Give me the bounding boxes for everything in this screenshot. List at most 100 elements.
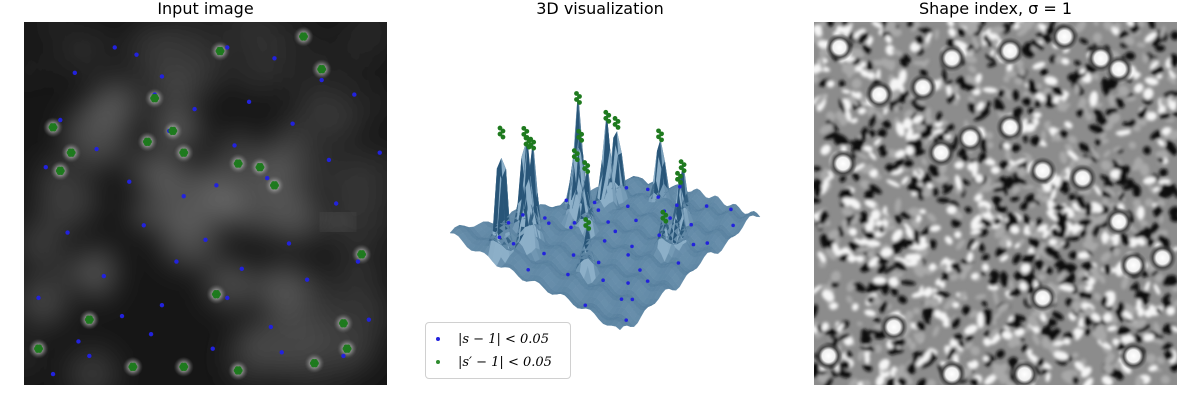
- legend-marker-green: [436, 360, 440, 364]
- legend-label-blue: |s − 1| < 0.05: [458, 331, 549, 347]
- shape-index-spot-0: [825, 33, 854, 62]
- surface-blue-point-17: [630, 244, 634, 249]
- surface-blue-point-5: [624, 185, 629, 190]
- shape-index-spot-11: [1028, 156, 1057, 185]
- blue-point-35: [290, 121, 295, 126]
- surface-blue-point-18: [668, 216, 672, 220]
- green-point-19: [179, 362, 189, 372]
- shape-index-spot-7: [1104, 55, 1133, 84]
- shape-index-spot-4: [996, 37, 1025, 66]
- surface-blue-point-45: [547, 221, 551, 225]
- surface-blue-point-39: [626, 253, 630, 257]
- surface-blue-point-4: [592, 200, 597, 205]
- surface-blue-point-6: [497, 235, 502, 240]
- blue-point-20: [36, 295, 41, 301]
- green-point-10: [55, 166, 65, 176]
- legend-item-blue: |s − 1| < 0.05: [436, 329, 549, 349]
- shape-index-spot-15: [1028, 283, 1057, 312]
- shape-index-spot-18: [1010, 360, 1039, 385]
- shape-index-spot-9: [956, 124, 985, 153]
- blue-point-8: [232, 143, 237, 148]
- blue-point-40: [326, 157, 332, 163]
- surface-blue-point-28: [676, 261, 681, 265]
- blue-point-12: [181, 194, 186, 199]
- blue-point-29: [268, 324, 274, 330]
- surface-green-point-5: [571, 148, 580, 163]
- blue-point-18: [286, 241, 292, 246]
- blue-point-41: [58, 117, 63, 123]
- surface-green-point-4: [582, 160, 591, 174]
- blue-point-6: [72, 70, 78, 76]
- surface-blue-point-26: [619, 297, 624, 301]
- blue-point-23: [225, 295, 230, 301]
- green-point-14: [357, 250, 367, 259]
- surface-blue-point-15: [566, 272, 570, 277]
- surface-blue-point-12: [602, 239, 607, 243]
- green-point-8: [179, 148, 189, 157]
- surface-blue-point-36: [729, 207, 733, 212]
- blue-point-32: [192, 106, 197, 112]
- shape-index-spot-22: [1104, 207, 1133, 236]
- shape-index-spot-17: [937, 360, 966, 385]
- surface-blue-point-44: [613, 229, 618, 234]
- surface-blue-point-43: [705, 241, 710, 245]
- input-image-canvas: [24, 22, 387, 385]
- input-image-title: Input image: [157, 0, 254, 18]
- blue-point-3: [225, 45, 230, 50]
- blue-point-25: [355, 259, 361, 264]
- blue-point-17: [203, 237, 208, 242]
- surface-green-point-6: [576, 128, 585, 143]
- surface-blue-point-24: [689, 222, 694, 227]
- blue-point-16: [141, 223, 146, 228]
- input-image-panel: [24, 22, 387, 385]
- surface-blue-point-25: [704, 204, 709, 208]
- green-point-7: [142, 137, 152, 146]
- surface-blue-point-34: [571, 253, 576, 257]
- blue-point-27: [148, 331, 154, 337]
- surface-blue-point-10: [526, 267, 530, 272]
- shape-index-spot-19: [1119, 341, 1148, 370]
- surface-blue-point-29: [691, 242, 696, 247]
- blue-point-39: [174, 259, 179, 264]
- surface-blue-point-14: [677, 184, 682, 189]
- surface-blue-point-19: [675, 203, 679, 208]
- blue-point-34: [127, 179, 132, 184]
- surface-blue-point-38: [657, 233, 661, 237]
- green-point-15: [338, 319, 348, 328]
- surface-green-point-11: [583, 217, 592, 231]
- green-point-9: [255, 162, 265, 172]
- green-point-0: [215, 46, 225, 56]
- shape-index-spot-3: [937, 44, 966, 73]
- blue-point-14: [377, 150, 382, 155]
- shape-index-spot-13: [1068, 164, 1097, 193]
- surface-blue-point-16: [596, 260, 601, 265]
- blue-point-11: [94, 146, 99, 152]
- green-point-20: [233, 366, 243, 375]
- surface-plot-title: 3D visualization: [536, 0, 664, 18]
- shape-index-canvas: [814, 22, 1177, 385]
- surface-blue-point-8: [606, 220, 610, 224]
- legend-item-green: |s′ − 1| < 0.05: [436, 352, 552, 372]
- blue-point-4: [272, 56, 277, 61]
- shape-index-spot-5: [1050, 22, 1079, 51]
- surface-blue-point-41: [511, 241, 516, 246]
- surface-green-point-2: [528, 136, 537, 151]
- shape-index-spot-12: [829, 149, 858, 178]
- surface-blue-point-0: [506, 220, 511, 225]
- blue-point-28: [210, 346, 215, 351]
- surface-blue-point-11: [542, 251, 546, 256]
- surface-green-point-14: [678, 159, 687, 174]
- blue-point-33: [246, 99, 252, 105]
- blue-point-37: [87, 353, 92, 359]
- green-point-3: [150, 94, 160, 103]
- surface-blue-point-7: [569, 225, 573, 230]
- blue-point-9: [352, 92, 357, 97]
- green-point-13: [342, 344, 352, 353]
- shape-index-spot-10: [996, 113, 1025, 142]
- surface-blue-point-40: [656, 195, 661, 199]
- surface-blue-point-37: [630, 297, 635, 302]
- surface-green-point-13: [675, 170, 683, 185]
- legend-marker-blue: [436, 337, 440, 341]
- surface-blue-point-20: [583, 303, 588, 308]
- surface-blue-point-35: [626, 204, 630, 209]
